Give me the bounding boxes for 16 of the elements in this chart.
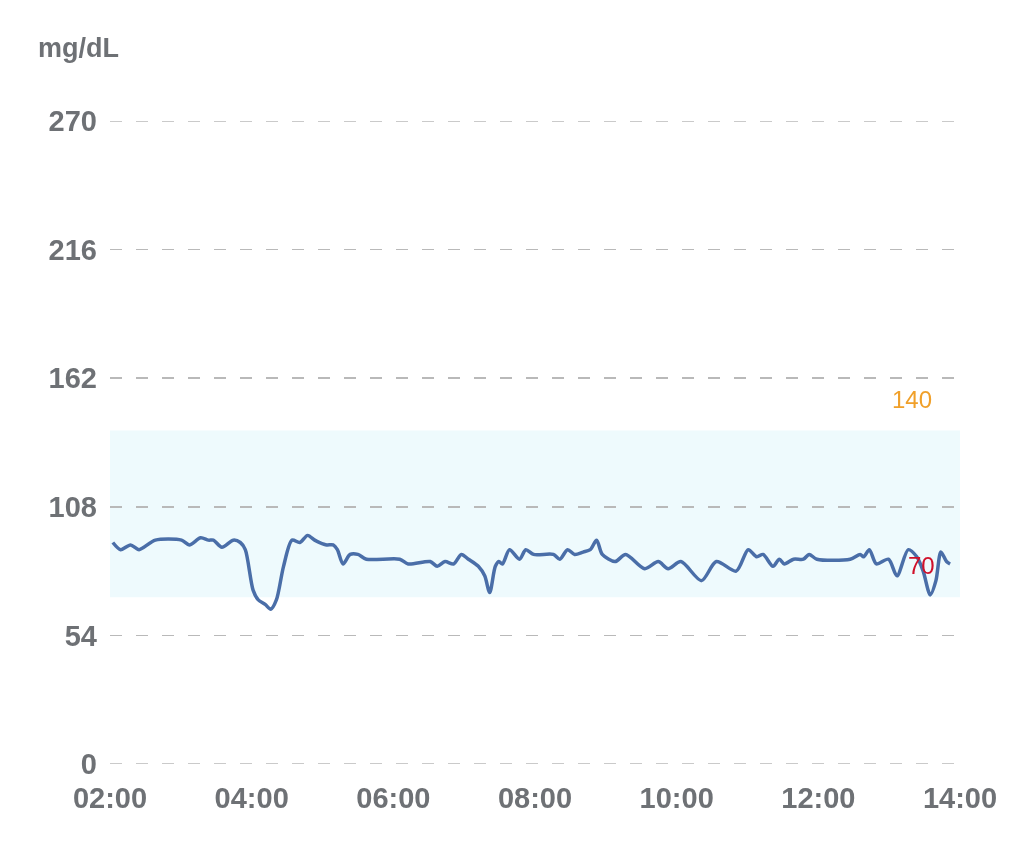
y-tick-label: 54 <box>64 619 97 652</box>
x-tick-label: 12:00 <box>781 782 856 814</box>
line-series <box>111 533 952 611</box>
y-tick-label: 108 <box>48 490 97 523</box>
x-tick-label: 08:00 <box>497 782 573 814</box>
y-axis-title: mg/dL <box>38 33 119 63</box>
y-tick-label: 270 <box>48 105 97 138</box>
x-tick-label: 10:00 <box>639 782 714 814</box>
y-tick-label: 162 <box>48 362 97 395</box>
annotation: 140 <box>892 386 933 413</box>
x-tick-label: 06:00 <box>356 782 431 814</box>
y-tick-label: 216 <box>48 233 97 266</box>
x-tick-label: 02:00 <box>72 782 148 814</box>
x-tick-label: 04:00 <box>214 782 289 814</box>
x-tick-label: 14:00 <box>922 782 998 814</box>
y-tick-label: 0 <box>80 748 97 781</box>
